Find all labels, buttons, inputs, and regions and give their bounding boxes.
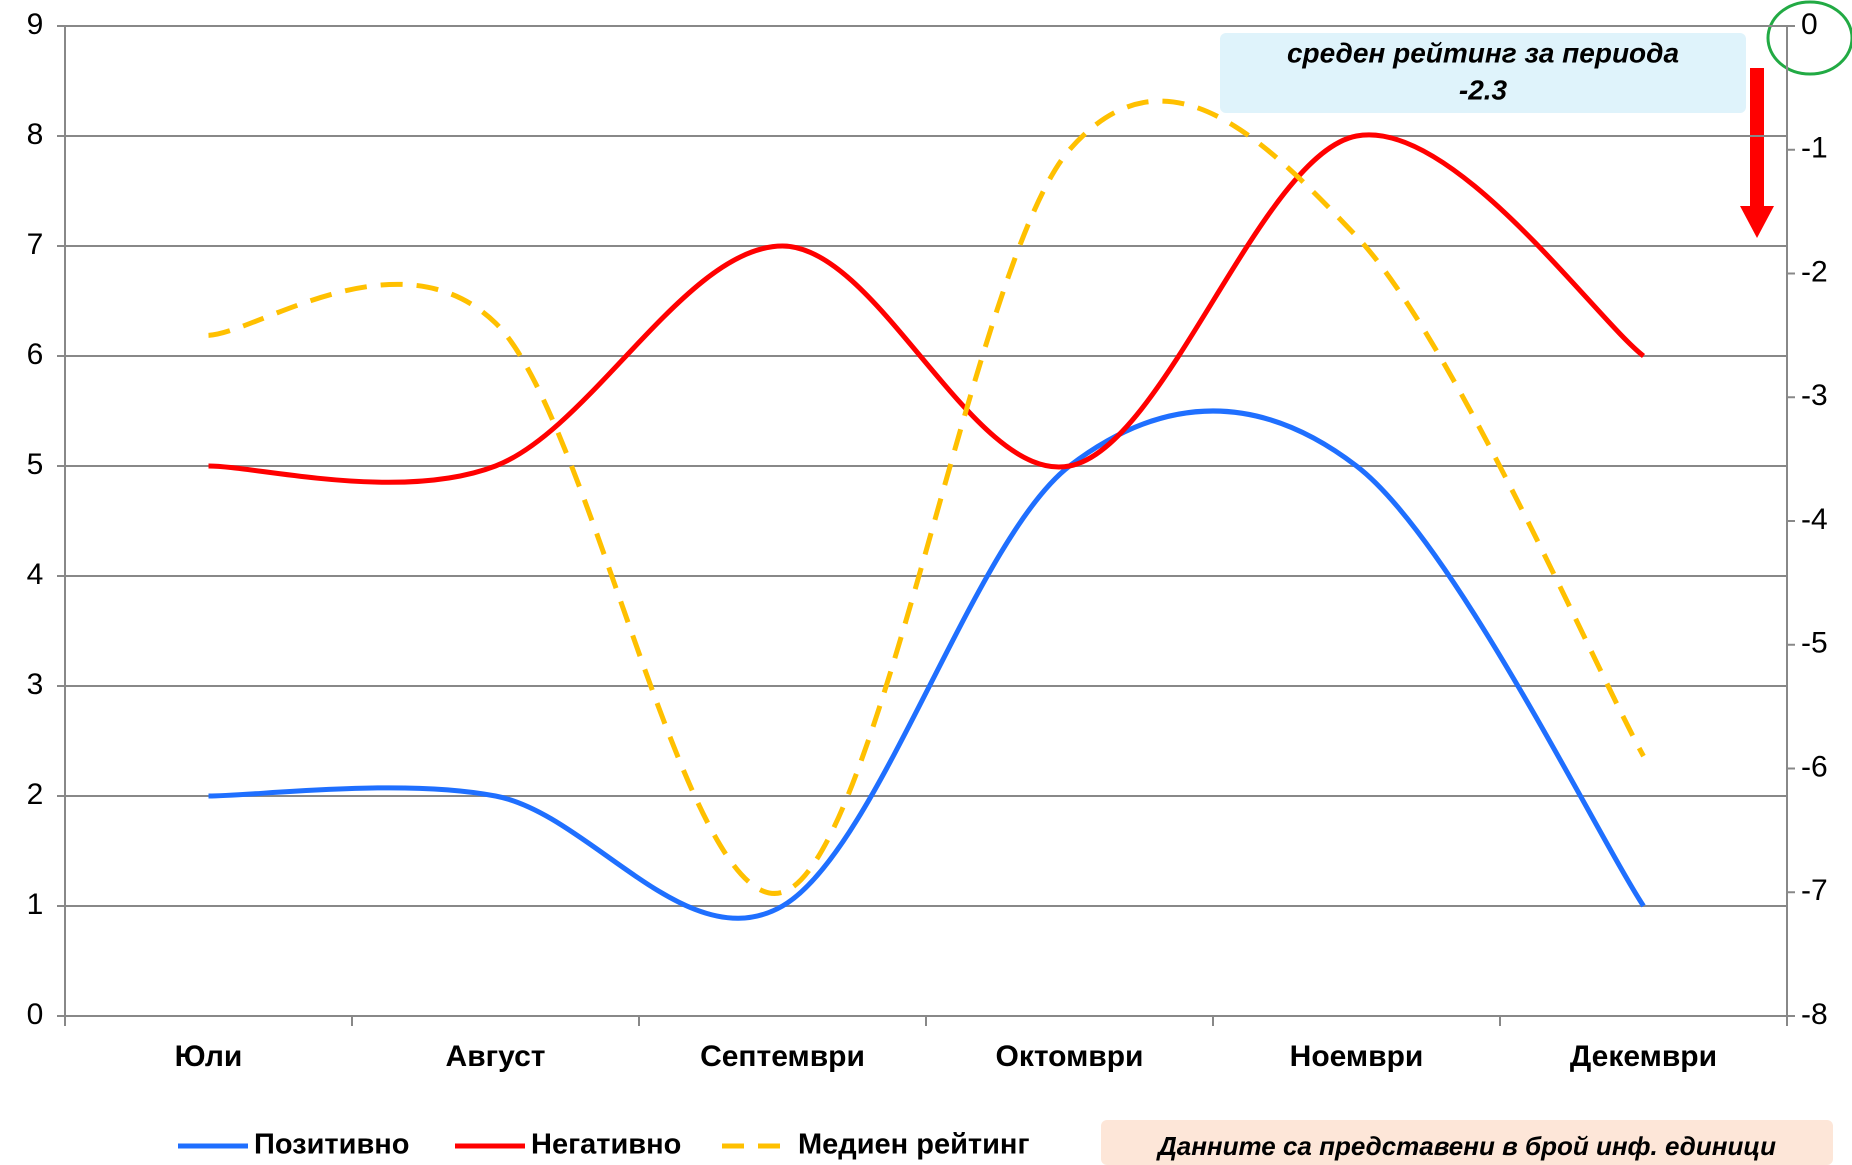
y-tick-label: 0 bbox=[27, 998, 44, 1031]
y-tick-label: 6 bbox=[27, 338, 44, 371]
x-tick-label: Декември bbox=[1570, 1040, 1717, 1073]
y-tick-label: 8 bbox=[27, 118, 44, 151]
annotation-value: -2.3 bbox=[1459, 74, 1508, 105]
legend-label: Медиен рейтинг bbox=[798, 1129, 1030, 1161]
annotation-box bbox=[1220, 33, 1746, 113]
x-tick-label: Юли bbox=[175, 1040, 243, 1073]
legend-label: Позитивно bbox=[254, 1129, 410, 1161]
y2-tick-label: -4 bbox=[1801, 503, 1828, 536]
legend-label: Негативно bbox=[531, 1129, 681, 1161]
note: Данните са представени в брой инф. едини… bbox=[1156, 1131, 1776, 1161]
series-line bbox=[208, 408, 1646, 921]
y2-tick-label: -7 bbox=[1801, 874, 1828, 907]
y2-tick-label: -8 bbox=[1801, 998, 1828, 1031]
y2-tick-label: -5 bbox=[1801, 627, 1828, 660]
y-tick-label: 9 bbox=[27, 8, 44, 41]
highlight-circle bbox=[1766, 0, 1852, 76]
x-tick-label: Ноември bbox=[1290, 1040, 1424, 1073]
y-tick-label: 7 bbox=[27, 228, 44, 261]
series-line bbox=[208, 132, 1646, 485]
y2-tick-label: -6 bbox=[1801, 750, 1828, 783]
y-tick-label: 2 bbox=[27, 778, 44, 811]
y2-tick-label: -1 bbox=[1801, 132, 1828, 165]
x-tick-label: Септември bbox=[700, 1040, 865, 1073]
arrow-head bbox=[1740, 206, 1774, 238]
y2-tick-label: -2 bbox=[1801, 255, 1828, 288]
x-tick-label: Октомври bbox=[996, 1040, 1144, 1073]
y-tick-label: 3 bbox=[27, 668, 44, 701]
y2-tick-label: -3 bbox=[1801, 379, 1828, 412]
arrow-shaft bbox=[1750, 68, 1764, 208]
y-tick-label: 4 bbox=[27, 558, 44, 591]
y-tick-label: 5 bbox=[27, 448, 44, 481]
y2-tick-label: 0 bbox=[1801, 8, 1818, 41]
note-box bbox=[1101, 1120, 1833, 1165]
annotation-text: среден рейтинг за периода bbox=[1287, 37, 1679, 68]
y-tick-label: 1 bbox=[27, 888, 44, 921]
series-line bbox=[208, 98, 1646, 896]
x-tick-label: Август bbox=[446, 1040, 546, 1073]
